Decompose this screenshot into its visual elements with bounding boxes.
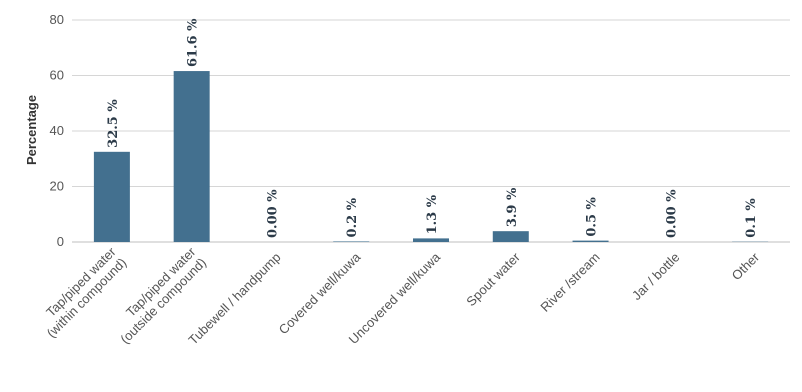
y-tick-label: 60	[50, 68, 64, 83]
data-label: 32.5 %	[106, 99, 121, 148]
data-label: 0.00 %	[265, 189, 280, 238]
data-labels: 32.5 % 61.6 % 0.00 % 0.2 % 1.3 % 3.9 % 0.5 % 0.…	[106, 18, 759, 238]
data-label: 0.1 %	[744, 198, 759, 238]
x-tick-label: River /stream	[537, 250, 602, 315]
x-tick-label: Spout water	[463, 249, 523, 309]
y-tick-label: 0	[57, 234, 64, 249]
bar	[333, 241, 370, 242]
x-axis-ticks: Tap/piped water(within compound)Tap/pipe…	[33, 244, 763, 348]
data-label: 0.5 %	[585, 196, 600, 236]
bar	[413, 238, 449, 242]
x-tick-label: Covered well/kuwa	[276, 249, 364, 337]
data-label: 0.2 %	[345, 197, 360, 237]
data-label: 3.9 %	[505, 187, 520, 227]
bar	[93, 151, 130, 242]
bar	[173, 71, 210, 242]
x-tick-label: Tap/piped water(within compound)	[33, 244, 130, 341]
y-tick-label: 20	[50, 179, 64, 194]
y-tick-label: 80	[50, 12, 64, 27]
y-tick-label: 40	[50, 123, 64, 138]
y-axis-ticks: 0 20 40 60 80	[50, 12, 64, 249]
x-tick-label: Other	[729, 249, 763, 283]
bar	[572, 240, 609, 242]
data-label: 61.6 %	[186, 18, 201, 67]
x-tick-label: Uncovered well/kuwa	[346, 249, 444, 347]
x-tick-label: Jar / bottle	[629, 250, 683, 304]
bars	[93, 71, 769, 242]
y-axis-label: Percentage	[24, 95, 39, 165]
data-label: 1.3 %	[425, 194, 440, 234]
bar	[492, 231, 529, 242]
data-label: 0.00 %	[664, 189, 679, 238]
